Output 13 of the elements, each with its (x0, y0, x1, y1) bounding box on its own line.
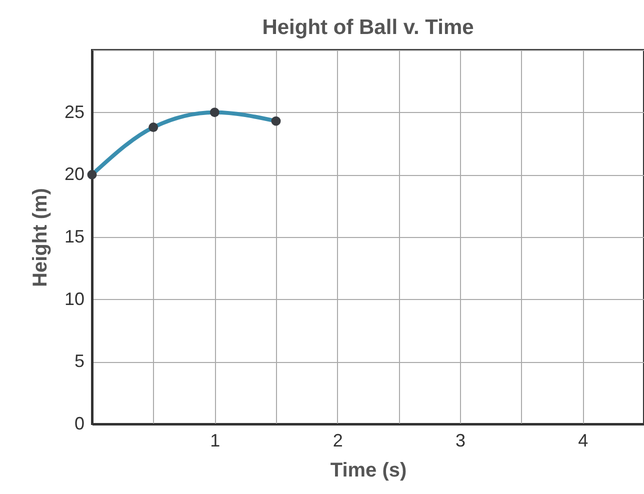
y-axis-title: Height (m) (29, 188, 52, 287)
x-tick-label: 3 (455, 430, 466, 450)
x-tick-label: 4 (578, 430, 588, 450)
x-tick-label: 1 (210, 430, 220, 450)
y-tick-label: 10 (64, 288, 84, 309)
x-axis-title: Time (s) (330, 460, 407, 482)
y-tick-label: 5 (74, 351, 84, 372)
y-tick-label: 0 (74, 414, 84, 434)
y-tick-label: 15 (64, 226, 84, 246)
chart-title: Height of Ball v. Time (262, 16, 474, 39)
y-tick-label: 20 (64, 164, 84, 184)
y-tick-label: 25 (64, 102, 84, 122)
x-tick-label: 2 (332, 430, 343, 450)
